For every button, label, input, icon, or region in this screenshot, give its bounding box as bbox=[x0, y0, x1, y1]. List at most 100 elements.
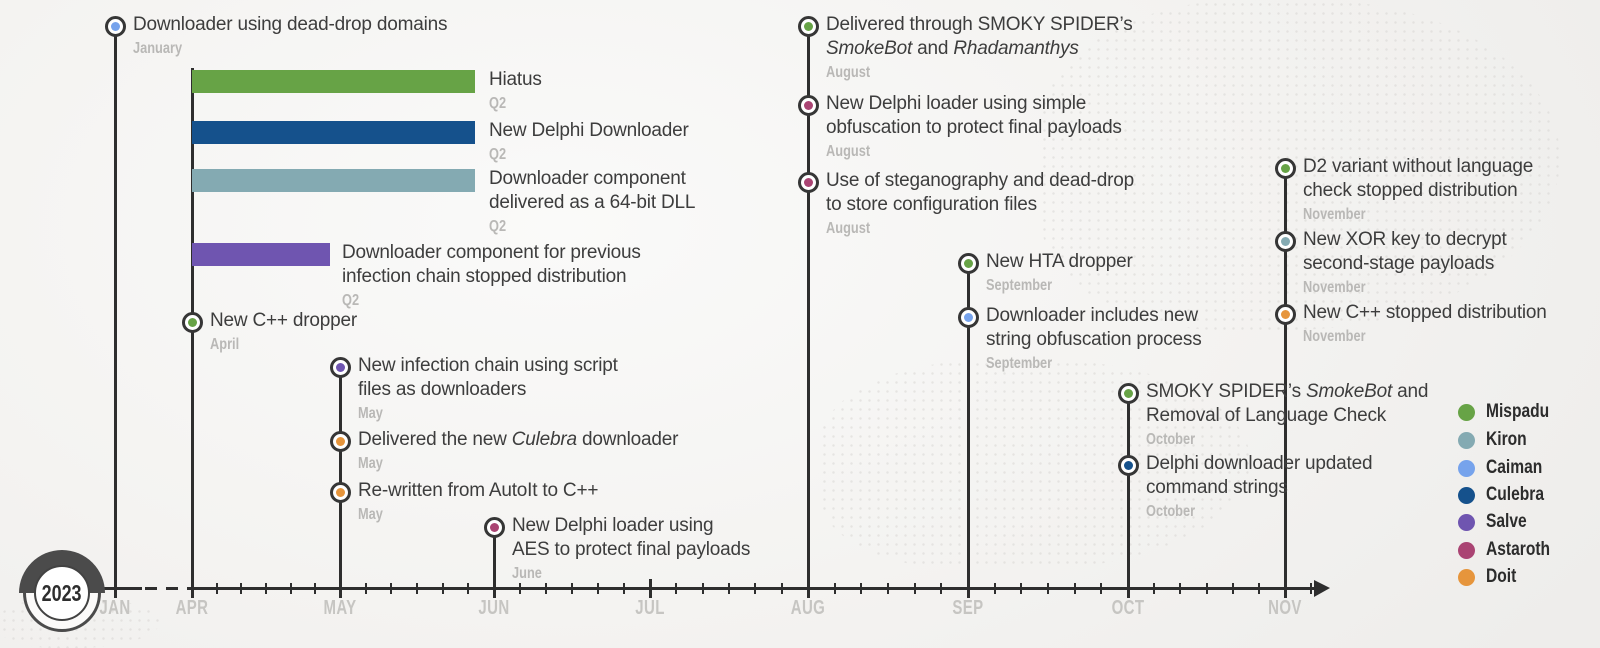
event-column-nov bbox=[1283, 168, 1287, 596]
event-title: New C++ dropper bbox=[210, 310, 357, 331]
axis-minor-tick bbox=[364, 583, 367, 594]
axis-label-oct: OCT bbox=[1111, 597, 1145, 619]
axis-minor-tick bbox=[940, 583, 943, 594]
axis-minor-tick bbox=[416, 583, 418, 594]
event-marker-core bbox=[1280, 236, 1290, 246]
axis-minor-tick bbox=[780, 583, 783, 594]
axis-minor-tick bbox=[1020, 583, 1023, 594]
legend-label: Caiman bbox=[1486, 457, 1543, 478]
event-month: November bbox=[1303, 279, 1366, 296]
axis-label-may: MAY bbox=[323, 597, 357, 619]
event-marker-core bbox=[963, 312, 973, 322]
event-title: Downloader includes new string obfuscati… bbox=[986, 305, 1202, 350]
event-month: November bbox=[1303, 328, 1366, 345]
legend-label: Kiron bbox=[1486, 429, 1527, 450]
legend-label: Mispadu bbox=[1486, 401, 1550, 422]
event-title: Re-written from AutoIt to C++ bbox=[358, 480, 599, 501]
axis-minor-tick bbox=[571, 583, 573, 594]
span-label: New Delphi Downloader Q2 bbox=[489, 119, 689, 164]
event-marker-core bbox=[1123, 460, 1133, 470]
legend-item-culebra: Culebra bbox=[1458, 484, 1557, 505]
axis-arrowhead bbox=[1314, 580, 1330, 597]
event-month: April bbox=[210, 336, 240, 353]
legend-swatch bbox=[1458, 568, 1475, 586]
span-label: Downloader component for previous infect… bbox=[342, 241, 641, 310]
legend-item-doit: Doit bbox=[1458, 566, 1523, 587]
event-title: D2 variant without language check stoppe… bbox=[1303, 156, 1534, 201]
span-period: Q2 bbox=[489, 146, 507, 163]
axis-minor-tick bbox=[623, 583, 625, 594]
event-text: New infection chain using script files a… bbox=[358, 354, 618, 423]
event-column-jan bbox=[113, 26, 117, 596]
axis-label-sep: SEP bbox=[952, 597, 984, 619]
event-marker-core bbox=[1123, 388, 1133, 398]
event-month: August bbox=[826, 143, 871, 160]
legend-item-caiman: Caiman bbox=[1458, 457, 1555, 478]
axis-minor-tick bbox=[1310, 583, 1312, 594]
event-marker bbox=[797, 171, 819, 193]
axis-minor-tick bbox=[1231, 583, 1234, 594]
span-bar-stopped-distribution bbox=[192, 243, 330, 266]
event-title: Delivered through SMOKY SPIDER’s SmokeBo… bbox=[826, 14, 1133, 59]
span-bar-new-delphi-downloader bbox=[192, 121, 475, 144]
year-badge-inner: 2023 bbox=[34, 565, 90, 621]
event-marker-core bbox=[803, 177, 813, 187]
axis-minor-tick bbox=[1153, 583, 1156, 594]
axis-minor-tick bbox=[467, 583, 470, 594]
legend-swatch bbox=[1458, 541, 1475, 559]
span-period: Q2 bbox=[489, 95, 507, 112]
event-month: September bbox=[986, 277, 1053, 294]
event-text: New XOR key to decrypt second-stage payl… bbox=[1303, 228, 1507, 297]
legend-label: Salve bbox=[1486, 511, 1527, 532]
axis-minor-tick bbox=[441, 583, 444, 594]
axis-minor-tick bbox=[1205, 583, 1208, 594]
event-column-jun bbox=[492, 527, 496, 596]
axis-minor-tick bbox=[215, 583, 218, 594]
event-marker bbox=[1117, 382, 1139, 404]
legend-item-astaroth: Astaroth bbox=[1458, 539, 1564, 560]
legend-item-mispadu: Mispadu bbox=[1458, 401, 1563, 422]
axis-minor-tick bbox=[754, 583, 757, 594]
axis-minor-tick bbox=[913, 583, 916, 594]
axis-segment-start bbox=[102, 587, 142, 590]
event-marker-core bbox=[489, 522, 499, 532]
span-bar-64bit-dll bbox=[192, 169, 475, 192]
span-bar-hiatus bbox=[192, 70, 475, 93]
event-month: October bbox=[1146, 503, 1196, 520]
axis-minor-tick bbox=[545, 583, 547, 594]
event-marker bbox=[483, 516, 505, 538]
event-text: New C++ dropper April bbox=[210, 309, 357, 354]
event-text: Delivered through SMOKY SPIDER’s SmokeBo… bbox=[826, 13, 1133, 82]
event-marker bbox=[1274, 303, 1296, 325]
event-marker bbox=[797, 15, 819, 37]
event-marker bbox=[957, 252, 979, 274]
event-column-aug bbox=[806, 26, 810, 596]
event-title: Downloader using dead-drop domains bbox=[133, 14, 448, 35]
legend-label: Doit bbox=[1486, 566, 1517, 587]
span-period: Q2 bbox=[489, 218, 507, 235]
event-marker bbox=[181, 311, 203, 333]
legend-label: Culebra bbox=[1486, 484, 1545, 505]
event-month: May bbox=[358, 405, 383, 422]
event-marker-core bbox=[803, 21, 813, 31]
axis-minor-tick bbox=[314, 583, 317, 594]
legend-label: Astaroth bbox=[1486, 539, 1551, 560]
span-title: New Delphi Downloader bbox=[489, 120, 689, 141]
legend-swatch bbox=[1458, 403, 1475, 421]
axis-minor-tick bbox=[728, 583, 730, 594]
event-text: Use of steganography and dead-drop to st… bbox=[826, 169, 1134, 238]
span-title: Hiatus bbox=[489, 69, 542, 90]
axis-label-apr: APR bbox=[175, 597, 209, 619]
event-marker-core bbox=[1280, 309, 1290, 319]
event-month: August bbox=[826, 64, 871, 81]
event-title: New XOR key to decrypt second-stage payl… bbox=[1303, 229, 1507, 274]
legend-item-salve: Salve bbox=[1458, 511, 1536, 532]
event-text: D2 variant without language check stoppe… bbox=[1303, 155, 1533, 224]
axis-label-jun: JUN bbox=[478, 597, 510, 619]
event-marker-core bbox=[1280, 163, 1290, 173]
event-marker-core bbox=[335, 436, 345, 446]
year-badge: 2023 bbox=[19, 550, 105, 635]
event-title: Delphi downloader updated command string… bbox=[1146, 453, 1373, 498]
event-month: November bbox=[1303, 206, 1366, 223]
